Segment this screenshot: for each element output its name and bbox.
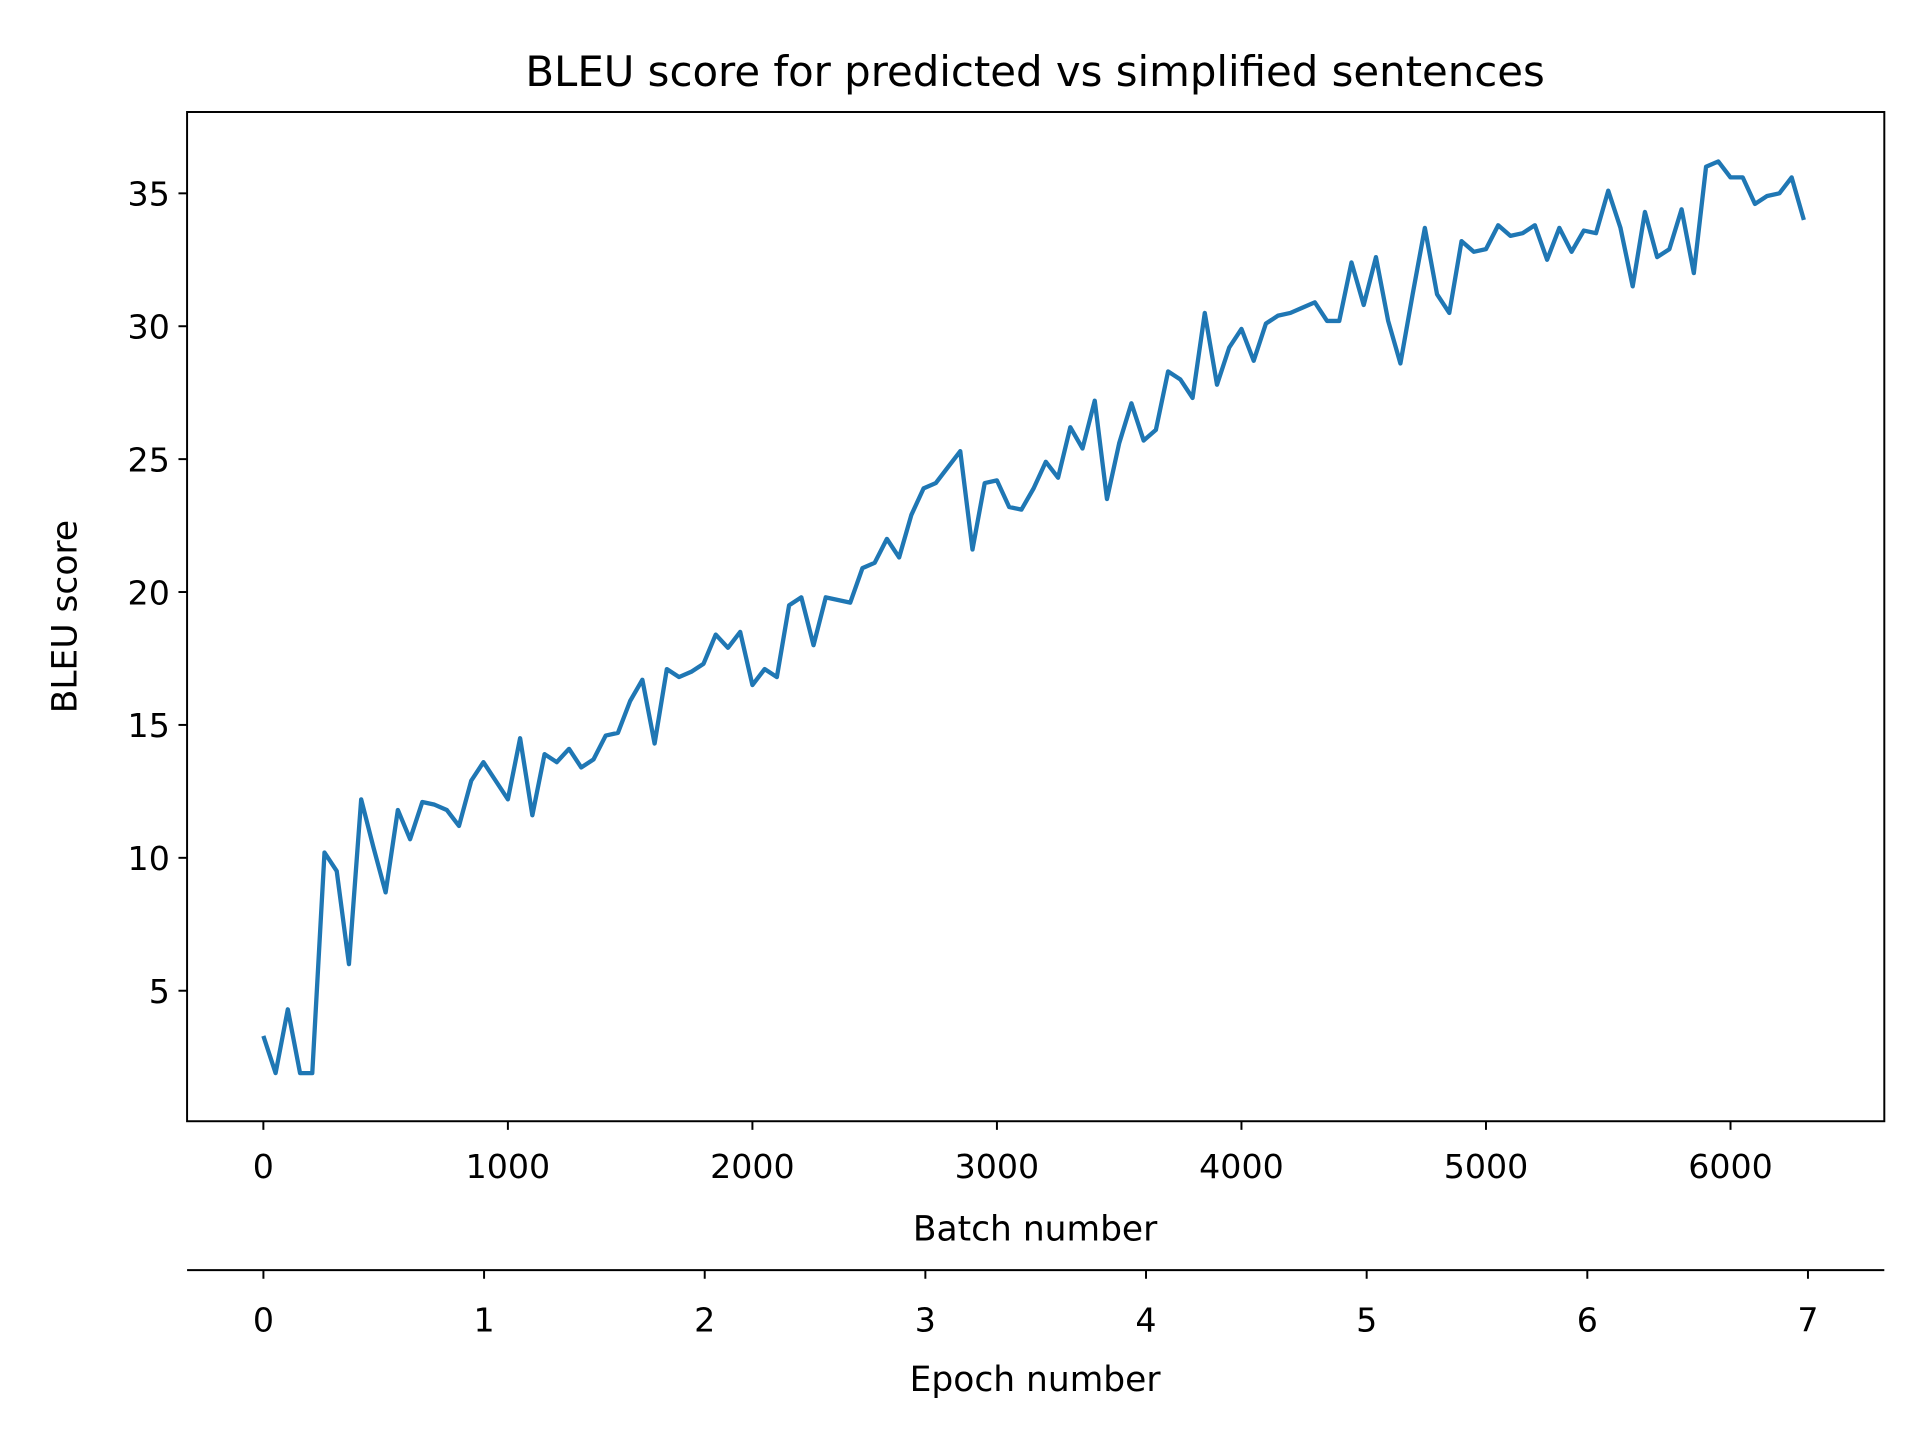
y-tick-label: 5 [149, 972, 170, 1011]
y-tick-label: 10 [128, 839, 170, 878]
x-tick-label: 5000 [1444, 1147, 1529, 1186]
y-tick-label: 30 [128, 308, 170, 347]
chart-title: BLEU score for predicted vs simplified s… [525, 47, 1544, 96]
x2-axis-label: Epoch number [910, 1360, 1162, 1400]
x2-tick-label: 4 [1135, 1301, 1156, 1340]
data-line [261, 159, 1806, 1076]
x-tick-label: 3000 [955, 1147, 1040, 1186]
x2-tick-label: 3 [915, 1301, 936, 1340]
x-axis-label: Batch number [913, 1210, 1158, 1250]
x-tick-label: 6000 [1688, 1147, 1773, 1186]
y-tick-label: 15 [128, 706, 170, 745]
y-tick-label: 25 [128, 440, 170, 479]
x2-tick-label: 7 [1797, 1301, 1818, 1340]
x-tick-label: 0 [253, 1147, 274, 1186]
x-tick-label: 1000 [466, 1147, 551, 1186]
x2-tick-label: 2 [694, 1301, 715, 1340]
plot-frame [186, 111, 1886, 1123]
y-axis-label: BLEU score [45, 520, 85, 713]
x2-tick-label: 0 [253, 1301, 274, 1340]
y-tick-label: 35 [128, 175, 170, 214]
x-tick-label: 2000 [710, 1147, 795, 1186]
x2-tick-label: 5 [1356, 1301, 1377, 1340]
y-tick-label: 20 [128, 573, 170, 612]
x-tick-label: 4000 [1199, 1147, 1284, 1186]
x2-tick-label: 1 [473, 1301, 494, 1340]
x2-tick-label: 6 [1577, 1301, 1598, 1340]
